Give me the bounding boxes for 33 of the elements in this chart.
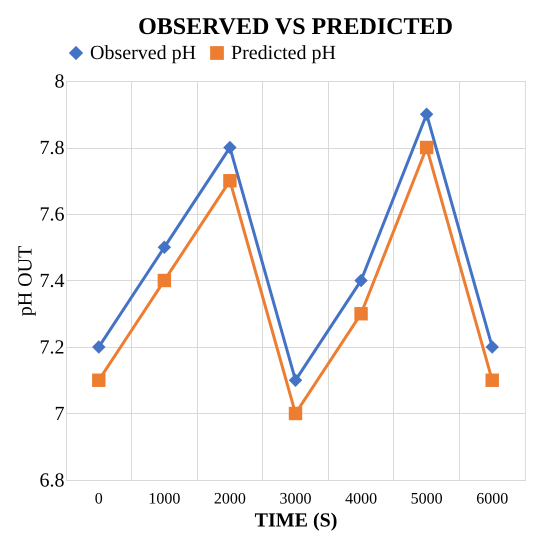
x-tick-label: 2000: [214, 490, 246, 508]
x-axis-title: TIME (S): [254, 510, 338, 532]
point: [420, 140, 434, 154]
point: [420, 108, 434, 121]
y-tick-label: 8: [54, 70, 64, 92]
point: [92, 374, 106, 387]
point: [486, 340, 499, 354]
x-tick-label: 0: [94, 490, 103, 508]
y-tick-label: 6.8: [40, 470, 64, 492]
point: [486, 374, 499, 387]
legend-label: Observed pH: [90, 42, 196, 64]
x-tick-label: 4000: [345, 490, 378, 508]
x-tick-label: 6000: [476, 490, 508, 508]
point: [354, 274, 368, 288]
chart-title: OBSERVED VS PREDICTED: [138, 14, 453, 40]
y-tick-label: 7.4: [40, 270, 64, 292]
y-tick-label: 7.2: [40, 336, 64, 358]
x-tick-label: 5000: [410, 490, 443, 508]
y-tick-label: 7: [54, 403, 64, 425]
point: [223, 174, 237, 188]
point: [158, 240, 172, 254]
point: [223, 140, 237, 154]
point: [92, 340, 106, 354]
point: [354, 307, 368, 320]
x-tick-label: 3000: [280, 490, 312, 508]
x-tick-label: 1000: [148, 490, 180, 508]
point: [288, 374, 302, 387]
y-tick-label: 7.6: [40, 204, 64, 226]
y-tick-label: 7.8: [40, 137, 64, 159]
legend-label: Predicted pH: [231, 42, 336, 64]
point: [158, 274, 172, 288]
y-axis-title: pH OUT: [14, 246, 36, 316]
point: [288, 406, 302, 420]
